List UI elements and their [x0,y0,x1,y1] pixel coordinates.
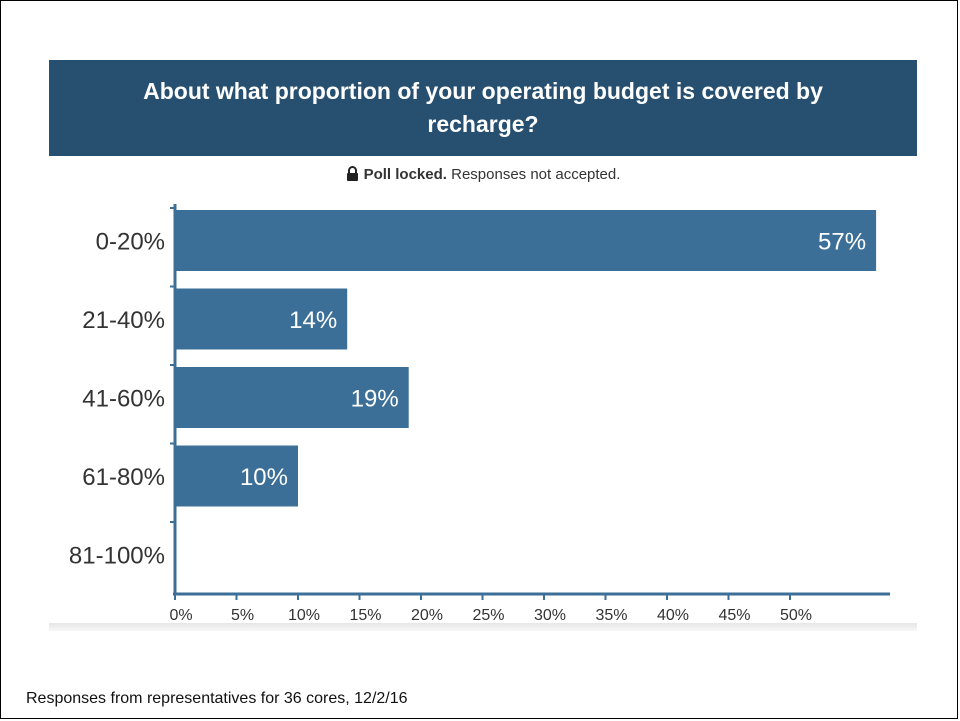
bar [175,210,877,271]
data-label: 14% [289,307,337,334]
footer-note: Responses from representatives for 36 co… [26,690,408,707]
category-label: 81-100% [69,543,165,570]
bar [175,445,298,507]
x-tick-label: 5% [231,607,254,624]
x-tick-label: 10% [288,607,320,624]
data-label: 57% [818,229,866,256]
x-tick-label: 40% [657,607,689,624]
x-tick-label: 30% [534,607,566,624]
lock-icon [346,166,359,185]
x-tick-label: 50% [780,607,812,624]
x-tick-label: 45% [718,607,750,624]
poll-locked-detail: Responses not accepted. [451,166,621,183]
data-label: 10% [240,464,288,491]
category-label: 61-80% [82,464,165,491]
x-tick-label: 0% [169,607,192,624]
poll-locked-label: Poll locked. [363,166,447,183]
category-label: 21-40% [82,307,165,334]
poll-status: Poll locked. Responses not accepted. [49,166,917,185]
x-tick-label: 25% [472,607,504,624]
poll-title: About what proportion of your operating … [49,60,917,156]
bar [175,288,348,350]
x-tick-label: 35% [595,607,627,624]
x-tick-label: 15% [349,607,381,624]
card-shadow [49,623,917,631]
bar [175,367,409,428]
category-label: 41-60% [82,386,165,413]
x-tick-label: 20% [411,607,443,624]
category-label: 0-20% [96,229,165,256]
data-label: 19% [351,386,399,413]
